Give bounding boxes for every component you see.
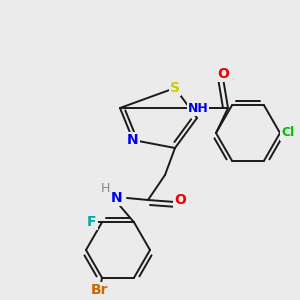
Text: O: O	[217, 67, 229, 81]
Text: N: N	[111, 191, 123, 205]
Text: NH: NH	[188, 101, 208, 115]
Text: O: O	[174, 193, 186, 207]
Text: N: N	[127, 133, 139, 147]
Text: H: H	[100, 182, 110, 194]
Text: S: S	[170, 81, 180, 95]
Text: Br: Br	[91, 283, 109, 297]
Text: F: F	[87, 215, 97, 229]
Text: Cl: Cl	[281, 127, 295, 140]
